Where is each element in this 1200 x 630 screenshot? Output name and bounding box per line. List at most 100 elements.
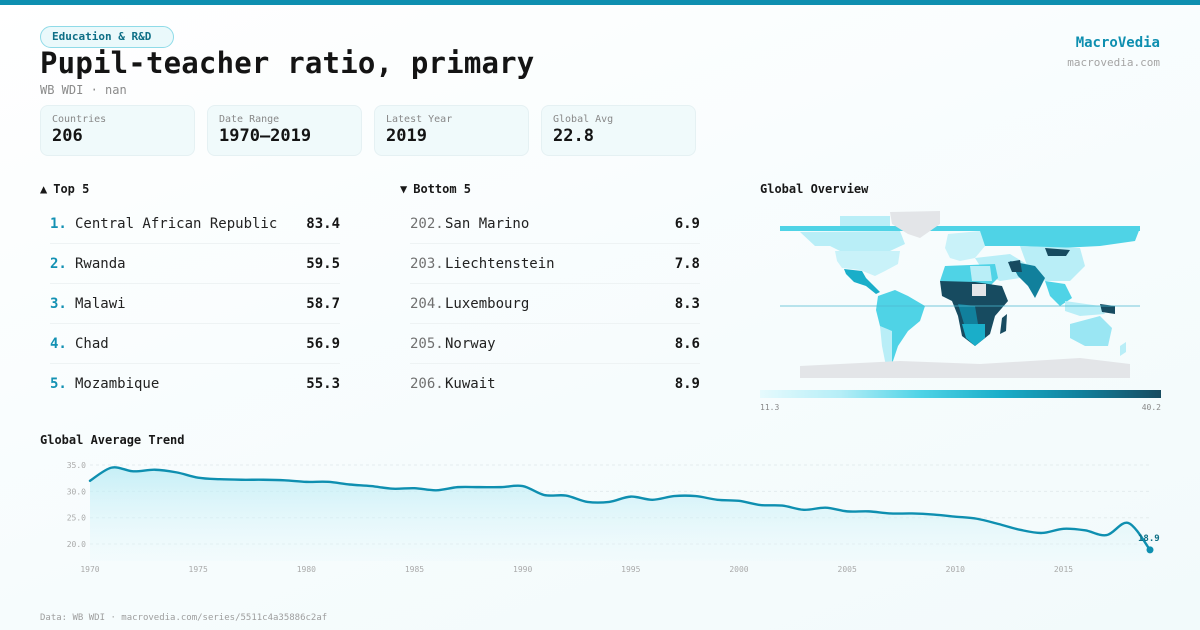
trend-data-point-2008[interactable]: [907, 508, 917, 518]
country-name: Rwanda: [75, 255, 126, 272]
brand: MacroVedia macrovedia.com: [1067, 35, 1160, 69]
trend-data-point-1995[interactable]: [626, 492, 636, 502]
trend-data-point-2004[interactable]: [821, 503, 831, 513]
trend-data-point-2013[interactable]: [1015, 525, 1025, 535]
list-item[interactable]: 203. Liechtenstein 7.8: [410, 244, 700, 284]
trend-data-point-1991[interactable]: [539, 490, 549, 500]
map-region-antarctica[interactable]: [800, 358, 1130, 378]
trend-data-point-1982[interactable]: [345, 479, 355, 489]
map-region-russia[interactable]: [980, 228, 1140, 248]
trend-data-point-1987[interactable]: [453, 482, 463, 492]
trend-data-point-1976[interactable]: [215, 474, 225, 484]
trend-data-point-1998[interactable]: [691, 491, 701, 501]
trend-data-point-1986[interactable]: [431, 485, 441, 495]
list-item[interactable]: 205. Norway 8.6: [410, 324, 700, 364]
map-region-australia[interactable]: [1070, 316, 1112, 346]
global-average-trend-chart[interactable]: 20.0 25.0 30.0 35.0 1970 1975 1980 1985 1990 199…: [0, 450, 1200, 580]
map-region-madagascar[interactable]: [1000, 314, 1007, 334]
trend-data-point-2017[interactable]: [1102, 530, 1112, 540]
trend-data-point-1975[interactable]: [193, 473, 203, 483]
trend-data-point-2006[interactable]: [864, 506, 874, 516]
map-region-mexico[interactable]: [844, 269, 880, 294]
trend-data-point-2001[interactable]: [756, 500, 766, 510]
trend-data-point-1970[interactable]: [85, 476, 95, 486]
trend-data-point-2009[interactable]: [929, 510, 939, 520]
list-item[interactable]: 1. Central African Republic 83.4: [50, 204, 340, 244]
x-tick-label: 2015: [1054, 565, 1073, 574]
map-region-canada[interactable]: [800, 231, 905, 251]
triangle-up-icon: ▲: [40, 182, 48, 196]
map-region-greenland[interactable]: [890, 211, 940, 238]
trend-data-point-2011[interactable]: [972, 514, 982, 524]
trend-data-point-1972[interactable]: [128, 466, 138, 476]
trend-data-point-2000[interactable]: [734, 496, 744, 506]
brand-name[interactable]: MacroVedia: [1075, 35, 1160, 51]
trend-data-point-1977[interactable]: [236, 475, 246, 485]
map-region-new-zealand[interactable]: [1120, 342, 1126, 356]
trend-data-point-1983[interactable]: [366, 481, 376, 491]
trend-data-point-2003[interactable]: [799, 505, 809, 515]
trend-data-point-1980[interactable]: [301, 477, 311, 487]
trend-data-point-2018[interactable]: [1123, 518, 1133, 528]
bottom-5-heading: ▼ Bottom 5: [400, 182, 700, 196]
list-item[interactable]: 4. Chad 56.9: [50, 324, 340, 364]
brand-url[interactable]: macrovedia.com: [1067, 56, 1160, 69]
trend-data-point-2007[interactable]: [885, 508, 895, 518]
category-badge[interactable]: Education & R&D: [40, 26, 175, 48]
trend-data-point-1973[interactable]: [150, 465, 160, 475]
trend-data-point-1971[interactable]: [107, 463, 117, 473]
trend-data-point-1990[interactable]: [518, 481, 528, 491]
trend-data-point-2002[interactable]: [777, 501, 787, 511]
y-tick-label: 35.0: [67, 461, 86, 470]
map-region-papua-new-guinea[interactable]: [1100, 304, 1115, 314]
stat-label: Countries: [52, 114, 107, 125]
map-region-southern-africa[interactable]: [962, 324, 985, 346]
country-name: Norway: [445, 335, 496, 352]
trend-data-point-1979[interactable]: [280, 475, 290, 485]
top-5-title: Top 5: [53, 182, 90, 196]
list-item[interactable]: 3. Malawi 58.7: [50, 284, 340, 324]
trend-data-point-1993[interactable]: [583, 497, 593, 507]
trend-data-point-2015[interactable]: [1058, 524, 1068, 534]
map-region-sudan[interactable]: [972, 284, 986, 296]
map-region-southeast-asia[interactable]: [1045, 281, 1072, 306]
trend-data-point-1984[interactable]: [388, 484, 398, 494]
list-item[interactable]: 202. San Marino 6.9: [410, 204, 700, 244]
map-region-egypt-libya[interactable]: [970, 266, 992, 281]
list-item[interactable]: 2. Rwanda 59.5: [50, 244, 340, 284]
map-region-usa[interactable]: [835, 251, 900, 276]
trend-data-point-1981[interactable]: [323, 477, 333, 487]
top-accent-bar: [0, 0, 1200, 5]
map-region-arctic[interactable]: [780, 226, 1140, 231]
trend-data-point-1997[interactable]: [669, 491, 679, 501]
country-name: Mozambique: [75, 376, 160, 392]
map-region-pakistan-afghanistan[interactable]: [1008, 260, 1022, 272]
list-item[interactable]: 206. Kuwait 8.9: [410, 364, 700, 404]
trend-data-point-1994[interactable]: [604, 497, 614, 507]
trend-data-point-2010[interactable]: [950, 512, 960, 522]
trend-data-point-2016[interactable]: [1080, 525, 1090, 535]
map-region-europe[interactable]: [945, 231, 985, 261]
map-region-canada-islands[interactable]: [840, 216, 890, 226]
map-region-indonesia[interactable]: [1065, 301, 1105, 316]
map-region-mongolia[interactable]: [1045, 248, 1070, 256]
trend-data-point-1989[interactable]: [496, 482, 506, 492]
world-choropleth-map[interactable]: [780, 206, 1142, 386]
list-item[interactable]: 204. Luxembourg 8.3: [410, 284, 700, 324]
trend-data-point-2014[interactable]: [1037, 528, 1047, 538]
trend-data-point-1974[interactable]: [172, 467, 182, 477]
trend-data-point-1988[interactable]: [474, 482, 484, 492]
trend-data-point-1978[interactable]: [258, 475, 268, 485]
trend-data-point-1985[interactable]: [409, 483, 419, 493]
trend-data-point-1999[interactable]: [712, 495, 722, 505]
map-region-argentina-chile[interactable]: [880, 326, 892, 366]
trend-end-point[interactable]: [1146, 546, 1154, 554]
map-region-central-africa[interactable]: [958, 304, 978, 324]
trend-data-point-2005[interactable]: [842, 506, 852, 516]
page-title: Pupil-teacher ratio, primary: [40, 46, 535, 80]
trend-data-point-1992[interactable]: [561, 491, 571, 501]
list-item[interactable]: 5. Mozambique 55.3: [50, 364, 340, 404]
trend-data-point-2012[interactable]: [994, 519, 1004, 529]
triangle-down-icon: ▼: [400, 182, 408, 196]
trend-data-point-1996[interactable]: [647, 495, 657, 505]
